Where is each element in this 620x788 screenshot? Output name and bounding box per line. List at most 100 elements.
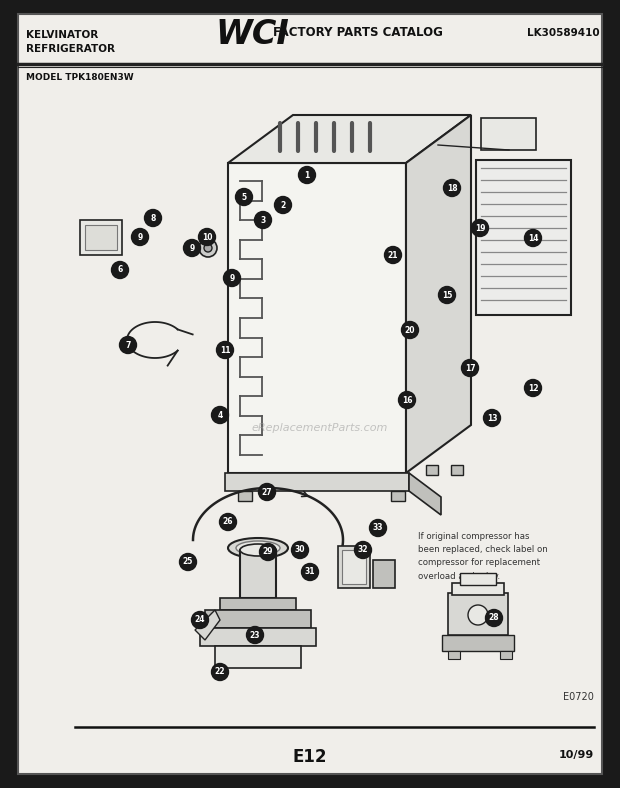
Circle shape xyxy=(471,220,489,236)
Circle shape xyxy=(525,380,541,396)
Polygon shape xyxy=(409,473,441,515)
Text: 14: 14 xyxy=(528,233,538,243)
Bar xyxy=(391,491,405,501)
Circle shape xyxy=(180,553,197,571)
Bar xyxy=(85,225,117,250)
Circle shape xyxy=(112,262,128,278)
Text: 30: 30 xyxy=(294,545,305,555)
Text: MODEL TPK180EN3W: MODEL TPK180EN3W xyxy=(26,73,134,82)
Bar xyxy=(225,473,409,491)
Circle shape xyxy=(211,407,229,423)
Text: If original compressor has
been replaced, check label on
compressor for replacem: If original compressor has been replaced… xyxy=(418,532,547,581)
Circle shape xyxy=(301,563,319,581)
Circle shape xyxy=(355,541,371,559)
Polygon shape xyxy=(426,465,438,475)
Ellipse shape xyxy=(236,541,280,555)
Circle shape xyxy=(144,210,161,226)
Bar xyxy=(80,220,122,255)
Circle shape xyxy=(370,519,386,537)
Bar xyxy=(373,560,395,588)
Text: 2: 2 xyxy=(280,200,286,210)
Circle shape xyxy=(211,663,229,681)
Circle shape xyxy=(525,229,541,247)
Circle shape xyxy=(204,244,212,252)
Bar xyxy=(205,610,311,628)
Bar xyxy=(200,628,316,646)
Text: KELVINATOR: KELVINATOR xyxy=(26,30,98,40)
Text: 27: 27 xyxy=(262,488,272,496)
Polygon shape xyxy=(451,465,463,475)
Circle shape xyxy=(468,605,488,625)
Text: 33: 33 xyxy=(373,523,383,533)
Ellipse shape xyxy=(240,544,276,556)
Circle shape xyxy=(219,514,236,530)
Text: 29: 29 xyxy=(263,548,273,556)
Text: 9: 9 xyxy=(229,273,234,283)
Text: REFRIGERATOR: REFRIGERATOR xyxy=(26,44,115,54)
Ellipse shape xyxy=(228,538,288,558)
Circle shape xyxy=(259,484,275,500)
Text: 1: 1 xyxy=(304,170,309,180)
Circle shape xyxy=(192,611,208,629)
Circle shape xyxy=(298,166,316,184)
Circle shape xyxy=(120,336,136,354)
Circle shape xyxy=(260,544,277,560)
Bar xyxy=(452,583,504,595)
Text: 13: 13 xyxy=(487,414,497,422)
Text: E0720: E0720 xyxy=(563,692,594,702)
Bar xyxy=(448,651,460,659)
Bar xyxy=(238,491,252,501)
Text: 26: 26 xyxy=(223,518,233,526)
Bar xyxy=(342,550,366,584)
Text: 12: 12 xyxy=(528,384,538,392)
Circle shape xyxy=(484,410,500,426)
Text: 10/99: 10/99 xyxy=(559,750,594,760)
Text: 21: 21 xyxy=(388,251,398,259)
Text: 22: 22 xyxy=(215,667,225,677)
Text: E12: E12 xyxy=(293,748,327,766)
Text: 18: 18 xyxy=(446,184,458,192)
Text: FACTORY PARTS CATALOG: FACTORY PARTS CATALOG xyxy=(273,26,443,39)
Text: 7: 7 xyxy=(125,340,131,350)
Circle shape xyxy=(291,541,309,559)
Text: 6: 6 xyxy=(117,266,123,274)
Circle shape xyxy=(254,211,272,229)
Circle shape xyxy=(461,359,479,377)
Text: 10: 10 xyxy=(202,232,212,241)
Bar xyxy=(481,118,536,150)
Text: 15: 15 xyxy=(442,291,452,299)
Text: 8: 8 xyxy=(150,214,156,222)
Bar xyxy=(448,593,508,635)
Circle shape xyxy=(275,196,291,214)
Text: 3: 3 xyxy=(260,215,265,225)
Bar xyxy=(442,635,514,651)
Bar xyxy=(460,573,496,585)
Polygon shape xyxy=(228,115,471,163)
Bar xyxy=(476,160,571,315)
Text: WCI: WCI xyxy=(215,18,289,51)
Text: eReplacementParts.com: eReplacementParts.com xyxy=(252,423,388,433)
Text: 19: 19 xyxy=(475,224,485,232)
Circle shape xyxy=(399,392,415,408)
Bar xyxy=(240,550,276,598)
Circle shape xyxy=(223,269,241,287)
Text: 20: 20 xyxy=(405,325,415,334)
Circle shape xyxy=(199,239,217,257)
Circle shape xyxy=(216,341,234,359)
Text: 9: 9 xyxy=(189,243,195,252)
Text: 17: 17 xyxy=(464,363,476,373)
Bar xyxy=(220,598,296,610)
Text: 4: 4 xyxy=(218,411,223,419)
Text: 11: 11 xyxy=(219,345,230,355)
Text: 24: 24 xyxy=(195,615,205,625)
Circle shape xyxy=(184,240,200,257)
Text: 9: 9 xyxy=(138,232,143,241)
Circle shape xyxy=(247,626,264,644)
Bar xyxy=(338,546,370,588)
Bar xyxy=(215,646,301,668)
Text: 31: 31 xyxy=(305,567,315,577)
Text: LK30589410: LK30589410 xyxy=(528,28,600,38)
Text: 25: 25 xyxy=(183,557,193,567)
Polygon shape xyxy=(406,115,471,473)
Polygon shape xyxy=(195,610,220,640)
